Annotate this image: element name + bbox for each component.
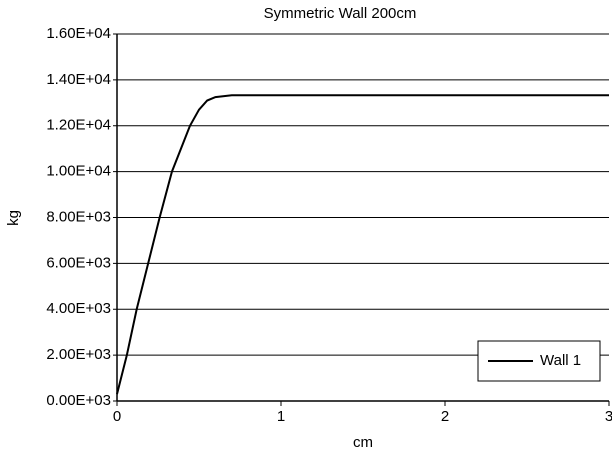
x-tick-label: 3 xyxy=(605,408,612,425)
x-tick-label: 2 xyxy=(441,408,449,425)
x-tick-label: 0 xyxy=(113,408,121,425)
y-tick-label: 0.00E+03 xyxy=(46,392,111,409)
y-tick-label: 8.00E+03 xyxy=(46,208,111,225)
x-axis-label: cm xyxy=(353,434,373,451)
x-tick-label: 1 xyxy=(277,408,285,425)
y-tick-label: 4.00E+03 xyxy=(46,300,111,317)
y-tick-label: 6.00E+03 xyxy=(46,254,111,271)
line-series xyxy=(116,94,609,395)
chart-title: Symmetric Wall 200cm xyxy=(264,5,417,22)
y-tick-label: 1.00E+04 xyxy=(46,163,111,180)
legend-label: Wall 1 xyxy=(540,352,581,369)
y-tick-label: 2.00E+03 xyxy=(46,346,111,363)
y-axis-label: kg xyxy=(5,210,22,226)
y-tick-label: 1.20E+04 xyxy=(46,117,111,134)
y-tick-label: 1.60E+04 xyxy=(46,25,111,42)
y-tick-label: 1.40E+04 xyxy=(46,71,111,88)
